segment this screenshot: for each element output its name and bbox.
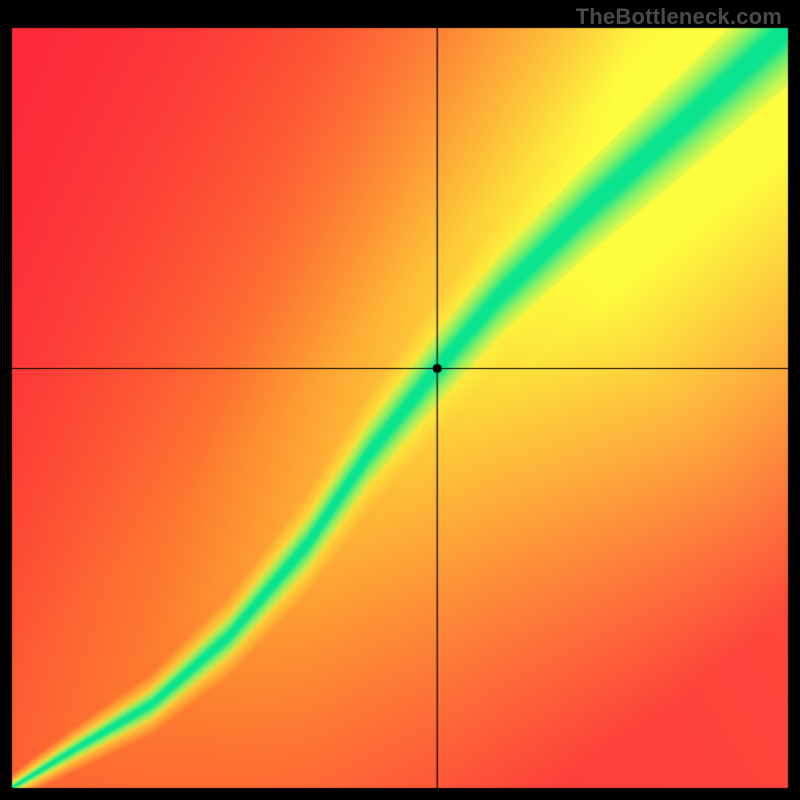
chart-container: TheBottleneck.com [0,0,800,800]
bottleneck-heatmap [0,0,800,800]
watermark-text: TheBottleneck.com [576,4,782,30]
